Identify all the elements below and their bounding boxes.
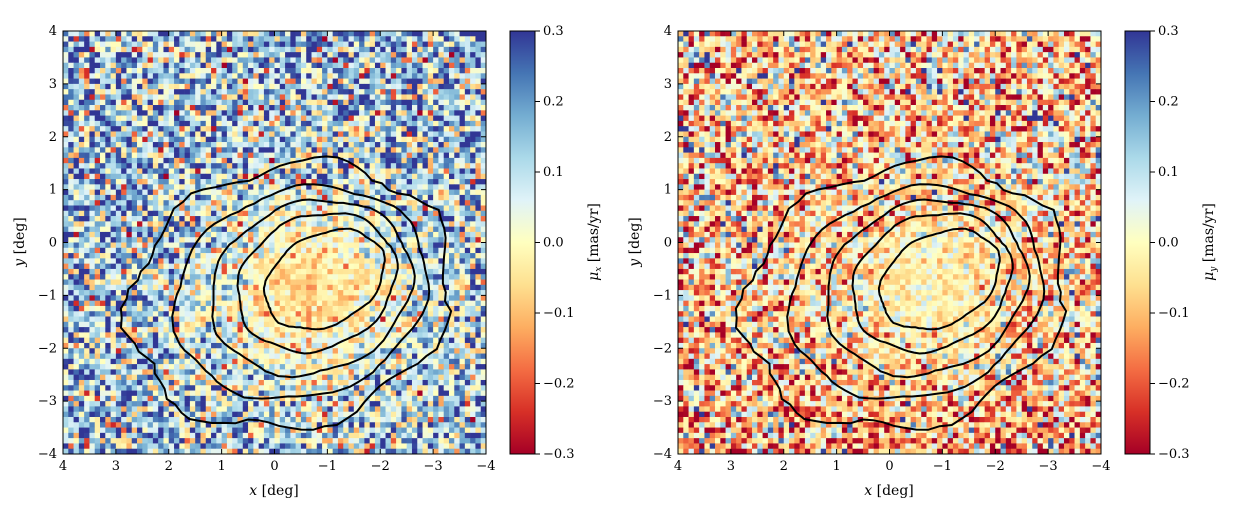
contour-level-5 [877,227,1001,331]
y-tick-label: 1 [49,183,57,198]
x-tick-label: 4 [674,459,682,474]
x-tick-label: −2 [371,459,390,474]
colorbar-tick-label: 0.3 [543,24,564,39]
contour-level-2 [171,183,431,400]
contour-level-5 [262,227,386,331]
x-axis-label-right: x [deg] [864,483,914,499]
colorbar-tick-label: 0.3 [1158,24,1179,39]
y-tick-label: −3 [653,394,672,409]
x-axis-label-left: x [deg] [249,483,299,499]
panel-left: 4 3 2 1 0 −1 −2 −3 −4 4 3 2 1 0 −1 −2 −3 −4 x [deg] y [d… [12,24,604,499]
y-tick-label: 1 [664,183,672,198]
colorbar-tick-label: 0.1 [1158,165,1179,180]
colorbar-label-mu-x: μx [mas/yr] [586,203,604,281]
y-tick-label: 2 [49,130,57,145]
contour-level-3 [826,198,1031,379]
y-tick-label: 4 [49,24,57,39]
y-tick-label: −4 [653,447,672,462]
x-tick-label: 4 [59,459,67,474]
x-axis-ticks-right: 4 3 2 1 0 −1 −2 −3 −4 [674,31,1111,474]
y-axis-label-left: y [deg] [12,217,28,268]
density-contours-right [734,155,1068,431]
colorbar-mu-x: 0.3 0.2 0.1 0.0 −0.1 −0.2 −0.3 [509,24,575,462]
colorbar-tick-label: 0.1 [543,165,564,180]
x-tick-label: 0 [270,459,278,474]
x-tick-label: 0 [885,459,893,474]
x-tick-label: 2 [780,459,788,474]
x-tick-label: 1 [217,459,225,474]
y-tick-label: 2 [664,130,672,145]
y-tick-label: 3 [49,77,57,92]
heatmap-mu-y [678,31,1102,455]
x-tick-label: 3 [727,459,735,474]
heatmap-mu-x [63,31,487,455]
colorbar-tick-label: −0.3 [543,447,575,462]
contour-level-2 [786,183,1046,400]
y-tick-label: 3 [664,77,672,92]
x-tick-label: −3 [1039,459,1058,474]
y-tick-label: −3 [38,394,57,409]
y-axis-ticks-left: 4 3 2 1 0 −1 −2 −3 −4 [38,24,486,462]
contour-level-4 [851,212,1014,355]
y-tick-label: 0 [664,236,672,251]
colorbar-gradient [1124,30,1151,455]
panel-right: 4 3 2 1 0 −1 −2 −3 −4 4 3 2 1 0 −1 −2 −3 −4 x [deg] y [d… [627,24,1219,499]
x-tick-label: −1 [933,459,952,474]
x-tick-label: −1 [318,459,337,474]
colorbar-tick-label: 0.2 [1158,95,1179,110]
x-tick-label: 2 [165,459,173,474]
x-tick-label: −2 [986,459,1005,474]
colorbar-mu-y: 0.3 0.2 0.1 0.0 −0.1 −0.2 −0.3 [1124,24,1190,462]
y-tick-label: −1 [653,288,672,303]
x-tick-label: 3 [112,459,120,474]
colorbar-tick-label: 0.0 [543,236,564,251]
contour-level-4 [236,212,399,355]
y-axis-label-right: y [deg] [627,217,643,268]
colorbar-tick-label: −0.2 [543,377,575,392]
contour-level-1 [119,155,453,431]
y-tick-label: 0 [49,236,57,251]
y-tick-label: 4 [664,24,672,39]
colorbar-tick-label: 0.2 [543,95,564,110]
colorbar-tick-label: −0.1 [1158,306,1190,321]
density-contours-left [119,155,453,431]
x-tick-label: −4 [1091,459,1110,474]
colorbar-gradient [509,30,536,455]
colorbar-tick-label: −0.1 [543,306,575,321]
y-tick-label: −2 [653,341,672,356]
y-tick-label: −1 [38,288,57,303]
colorbar-label-mu-y: μy [mas/yr] [1201,203,1219,281]
contour-level-1 [734,155,1068,431]
y-tick-label: −4 [38,447,57,462]
colorbar-tick-label: −0.3 [1158,447,1190,462]
y-axis-ticks-right: 4 3 2 1 0 −1 −2 −3 −4 [653,24,1101,462]
colorbar-tick-label: 0.0 [1158,236,1179,251]
contour-level-3 [211,198,416,379]
y-tick-label: −2 [38,341,57,356]
x-tick-label: −4 [476,459,495,474]
colorbar-tick-label: −0.2 [1158,377,1190,392]
x-tick-label: −3 [424,459,443,474]
x-axis-ticks-left: 4 3 2 1 0 −1 −2 −3 −4 [59,31,496,474]
x-tick-label: 1 [832,459,840,474]
